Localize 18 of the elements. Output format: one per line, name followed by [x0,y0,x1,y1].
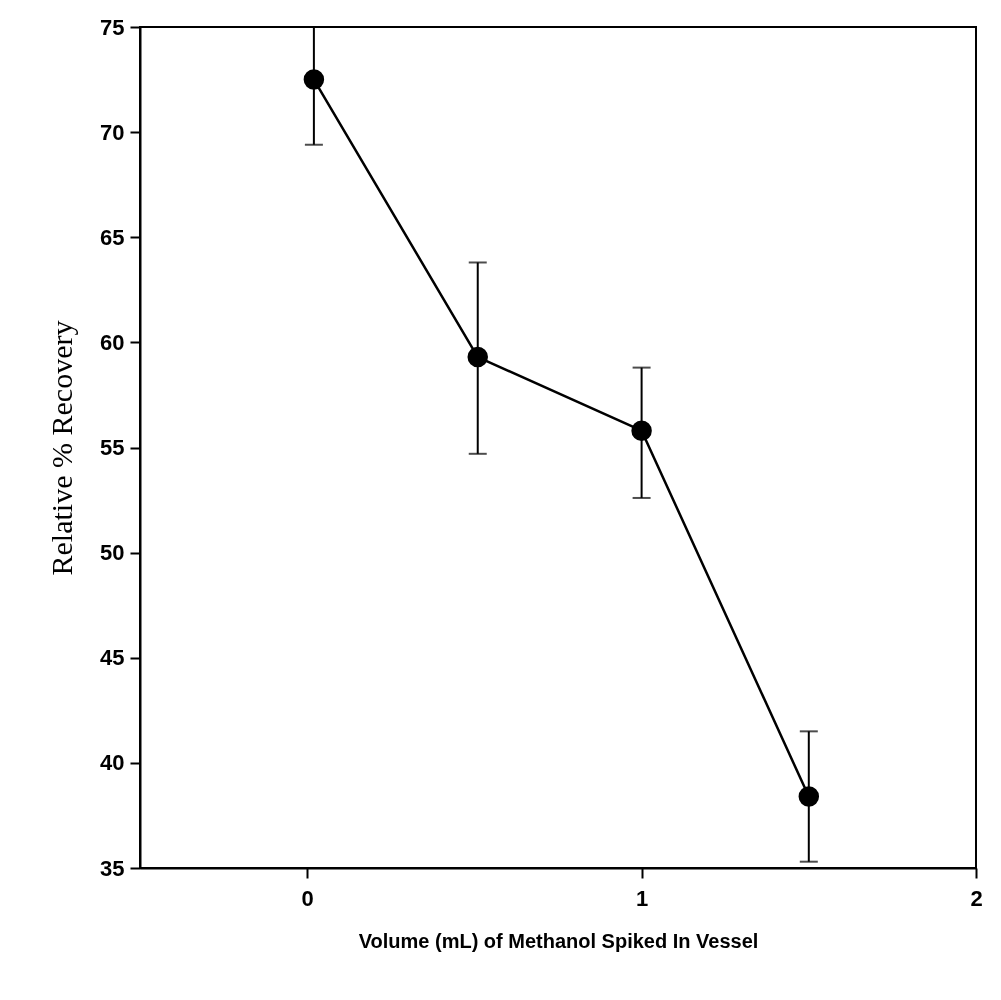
x-tick-label: 1 [635,885,649,911]
y-tick-label: 60 [100,329,125,355]
point [467,346,488,368]
y-axis-title: Relative % Recovery [45,320,79,576]
x-tick-label: 2 [970,885,983,911]
y-tick-label: 45 [100,645,125,671]
point [631,420,652,441]
y-tick-label: 65 [100,224,125,250]
y-tick-label: 70 [100,119,125,145]
y-tick-label: 50 [100,540,125,566]
y-tick-label: 75 [100,14,125,40]
x-axis-title: Volume (mL) of Methanol Spiked In Vessel [358,929,759,952]
y-tick-label: 35 [100,855,125,881]
y-tick-label: 55 [100,435,125,460]
point [303,69,325,90]
y-tick-label: 40 [100,750,125,776]
x-tick-label: 0 [301,885,314,911]
point [798,786,820,807]
